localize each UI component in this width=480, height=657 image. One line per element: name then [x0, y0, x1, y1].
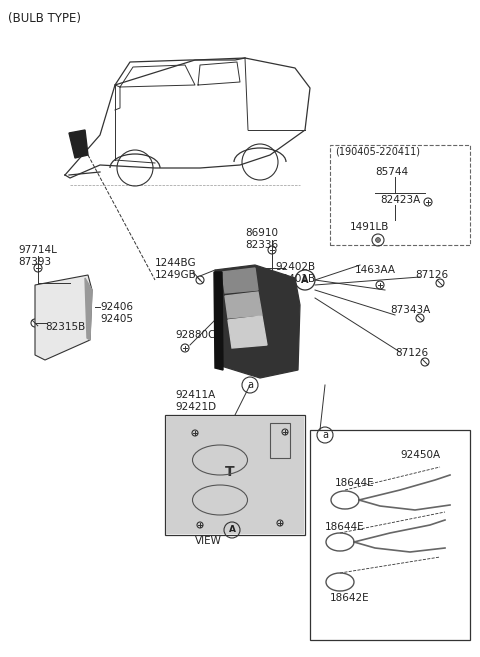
Polygon shape: [222, 268, 258, 293]
Text: 1463AA: 1463AA: [355, 265, 396, 275]
Ellipse shape: [443, 510, 447, 514]
Circle shape: [375, 238, 380, 242]
Polygon shape: [35, 275, 92, 360]
Text: 97714L
87393: 97714L 87393: [18, 245, 57, 267]
Text: 85744: 85744: [375, 167, 408, 177]
Text: a: a: [247, 380, 253, 390]
Polygon shape: [69, 130, 88, 158]
Text: a: a: [322, 430, 328, 440]
Text: (190405-220411): (190405-220411): [335, 147, 420, 157]
Text: 92450A: 92450A: [400, 450, 440, 460]
Text: 1491LB: 1491LB: [350, 222, 389, 232]
Polygon shape: [215, 265, 300, 378]
Text: T: T: [225, 465, 235, 479]
Text: 18644E: 18644E: [335, 478, 374, 488]
Polygon shape: [228, 316, 267, 348]
Text: 82423A: 82423A: [380, 195, 420, 205]
Text: 18644E: 18644E: [325, 522, 365, 532]
Bar: [270, 423, 290, 458]
Text: 92402B
92401B: 92402B 92401B: [275, 262, 315, 284]
Ellipse shape: [447, 466, 453, 470]
Bar: [166, 416, 304, 534]
Text: 87126: 87126: [395, 348, 428, 358]
Text: 87343A: 87343A: [390, 305, 430, 315]
Text: (BULB TYPE): (BULB TYPE): [8, 12, 81, 25]
Bar: [165, 415, 305, 535]
Polygon shape: [85, 278, 92, 340]
Text: VIEW: VIEW: [195, 536, 222, 546]
Text: 92411A
92421D: 92411A 92421D: [175, 390, 216, 411]
Text: 92406
92405: 92406 92405: [100, 302, 133, 324]
Polygon shape: [225, 292, 262, 318]
Text: 1244BG
1249GB: 1244BG 1249GB: [155, 258, 197, 280]
Text: 82315B: 82315B: [45, 322, 85, 332]
Ellipse shape: [437, 556, 443, 560]
Text: A: A: [228, 526, 236, 535]
Text: 92880C: 92880C: [175, 330, 216, 340]
Text: 18642E: 18642E: [330, 593, 370, 603]
Text: A: A: [301, 275, 309, 285]
Bar: [310, 430, 470, 640]
Text: 87126: 87126: [415, 270, 448, 280]
Text: 86910
82336: 86910 82336: [245, 228, 278, 250]
Polygon shape: [214, 272, 223, 370]
